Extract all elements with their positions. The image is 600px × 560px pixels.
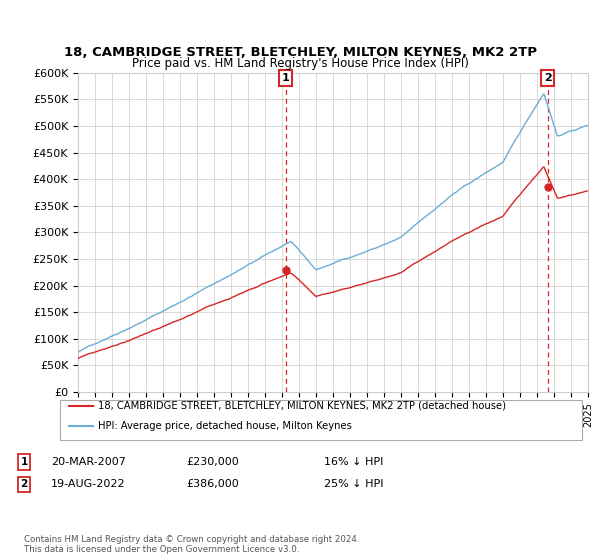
- Text: £230,000: £230,000: [186, 457, 239, 467]
- Text: 1: 1: [20, 457, 28, 467]
- Text: 25% ↓ HPI: 25% ↓ HPI: [324, 479, 383, 489]
- Text: 19-AUG-2022: 19-AUG-2022: [51, 479, 125, 489]
- Text: 18, CAMBRIDGE STREET, BLETCHLEY, MILTON KEYNES, MK2 2TP: 18, CAMBRIDGE STREET, BLETCHLEY, MILTON …: [64, 46, 536, 59]
- Text: Contains HM Land Registry data © Crown copyright and database right 2024.
This d: Contains HM Land Registry data © Crown c…: [24, 535, 359, 554]
- Text: 2: 2: [544, 73, 551, 83]
- Text: £386,000: £386,000: [186, 479, 239, 489]
- Text: 18, CAMBRIDGE STREET, BLETCHLEY, MILTON KEYNES, MK2 2TP (detached house): 18, CAMBRIDGE STREET, BLETCHLEY, MILTON …: [98, 401, 506, 411]
- Text: HPI: Average price, detached house, Milton Keynes: HPI: Average price, detached house, Milt…: [98, 421, 352, 431]
- Text: 16% ↓ HPI: 16% ↓ HPI: [324, 457, 383, 467]
- Text: 1: 1: [282, 73, 290, 83]
- Text: Price paid vs. HM Land Registry's House Price Index (HPI): Price paid vs. HM Land Registry's House …: [131, 57, 469, 70]
- Text: 20-MAR-2007: 20-MAR-2007: [51, 457, 126, 467]
- Text: 2: 2: [20, 479, 28, 489]
